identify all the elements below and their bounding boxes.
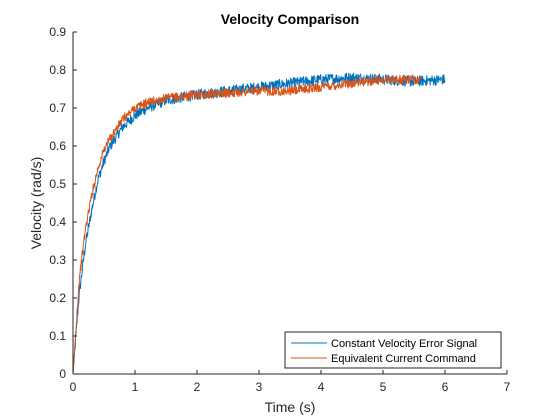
legend-label-2: Equivalent Current Command bbox=[331, 353, 476, 365]
series-line-2 bbox=[72, 74, 421, 375]
y-tick-label: 0.3 bbox=[49, 253, 66, 267]
y-tick-label: 0.9 bbox=[49, 25, 66, 39]
y-tick-label: 0.4 bbox=[49, 215, 66, 229]
axes-layer: 0 1 2 3 4 5 6 7 0 0.1 0.2 0.3 0.4 0.5 0.6 0.7 0.8 0.9 bbox=[49, 25, 510, 394]
x-tick-label: 2 bbox=[194, 380, 201, 394]
y-tick-label: 0 bbox=[59, 367, 66, 381]
x-axis-label: Time (s) bbox=[265, 399, 316, 415]
x-tick-label: 1 bbox=[132, 380, 139, 394]
y-axis-label: Velocity (rad/s) bbox=[28, 157, 44, 250]
x-tick-label: 5 bbox=[380, 380, 387, 394]
x-tick-label: 3 bbox=[256, 380, 263, 394]
x-tick-label: 6 bbox=[442, 380, 449, 394]
x-tick-label: 4 bbox=[318, 380, 325, 394]
y-tick-label: 0.2 bbox=[49, 291, 66, 305]
x-tick-label: 7 bbox=[504, 380, 511, 394]
legend-box bbox=[284, 331, 502, 369]
series-line-1 bbox=[72, 72, 446, 375]
y-tick-label: 0.5 bbox=[49, 177, 66, 191]
y-tick-label: 0.6 bbox=[49, 139, 66, 153]
legend: Constant Velocity Error Signal Equivalent… bbox=[284, 331, 502, 369]
legend-label-1: Constant Velocity Error Signal bbox=[331, 338, 477, 350]
y-tick-label: 0.7 bbox=[49, 101, 66, 115]
y-tick-label: 0.8 bbox=[49, 63, 66, 77]
y-tick-label: 0.1 bbox=[49, 329, 66, 343]
chart-title: Velocity Comparison bbox=[221, 11, 359, 27]
series-layer bbox=[72, 72, 446, 375]
x-tick-label: 0 bbox=[70, 380, 77, 394]
plot-area: 0 1 2 3 4 5 6 7 0 0.1 0.2 0.3 0.4 0.5 0.6 0.7 0.8 0.9 bbox=[49, 25, 510, 394]
